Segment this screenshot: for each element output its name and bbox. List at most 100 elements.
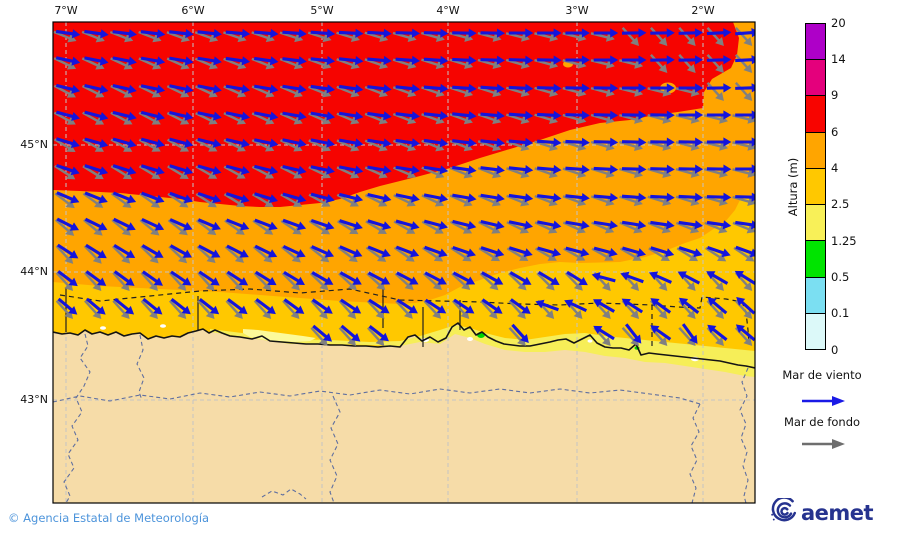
wind-sea-arrow: [650, 325, 672, 341]
wind-sea-arrow: [734, 270, 755, 286]
colorbar-tick-label: 6: [831, 124, 839, 139]
wind-sea-arrow: [706, 28, 732, 38]
wind-sea-arrow: [84, 191, 108, 204]
wind-sea-arrow: [452, 193, 477, 203]
wind-sea-arrow: [423, 165, 449, 175]
wind-sea-arrow: [565, 220, 590, 230]
wind-sea-arrow: [112, 110, 137, 121]
colorbar-title: Altura (m): [786, 157, 800, 217]
wind-sea-arrow: [367, 138, 392, 148]
swell-arrow: [450, 247, 472, 262]
swell-arrow: [706, 300, 724, 320]
wind-sea-arrow: [565, 137, 590, 147]
wind-sea-arrow: [508, 165, 534, 175]
wind-sea-arrow: [564, 299, 588, 313]
wind-sea-arrow: [480, 83, 505, 93]
colorbar-segment: [806, 95, 825, 132]
wind-sea-arrow: [55, 29, 81, 39]
longitude-tick-label: 4°W: [436, 4, 460, 17]
colorbar-segment: [806, 312, 825, 349]
wind-sea-arrow: [395, 84, 421, 94]
wind-sea-arrow: [650, 28, 675, 38]
wind-sea-arrow: [650, 83, 675, 93]
wind-sea-arrow: [625, 323, 642, 344]
wind-sea-arrow: [650, 298, 672, 314]
wind-sea-arrow: [735, 164, 755, 174]
swell-arrow: [734, 300, 753, 320]
colorbar-segment: [806, 276, 825, 313]
wind-sea-arrow: [621, 246, 646, 257]
wind-sea-arrow: [338, 165, 364, 175]
wind-sea-arrow: [424, 298, 447, 314]
wind-sea-arrow: [112, 29, 137, 39]
colorbar-tick-label: 0: [831, 342, 839, 357]
wind-sea-arrow: [197, 218, 221, 231]
colorbar-tick-label: 2.5: [831, 197, 850, 212]
wind-sea-arrow: [593, 246, 618, 257]
wind-sea-arrow: [197, 191, 222, 204]
wind-sea-arrow: [169, 84, 194, 94]
wind-sea-arrow: [141, 217, 165, 231]
wind-sea-arrow: [452, 138, 477, 148]
wind-sea-arrow: [622, 83, 647, 93]
wind-sea-arrow: [678, 220, 703, 230]
wind-sea-arrow: [310, 138, 335, 148]
wind-sea-arrow: [141, 244, 164, 258]
wind-sea-arrow: [338, 84, 364, 94]
wind-sea-arrow: [480, 220, 505, 230]
wind-sea-arrow: [735, 324, 755, 342]
province-border: [261, 488, 307, 500]
swell-arrow: [139, 192, 160, 208]
wind-sea-arrow: [621, 137, 647, 147]
wind-sea-arrow: [253, 84, 279, 94]
wind-sea-arrow: [481, 271, 504, 285]
wind-sea-arrow: [367, 55, 392, 66]
wind-sea-arrow: [452, 245, 476, 258]
sea-region-1p25-2p5m: [210, 325, 755, 377]
wind-sea-arrow: [395, 28, 421, 38]
colorbar-tick-label: 4: [831, 160, 839, 175]
swell-arrow: [167, 219, 188, 236]
wind-sea-arrow: [509, 271, 532, 285]
wind-sea-arrow: [706, 110, 732, 120]
wind-sea-arrow: [225, 84, 251, 94]
wind-sea-arrow: [735, 110, 755, 120]
wind-sea-arrow: [706, 137, 732, 147]
wind-sea-arrow: [113, 244, 136, 258]
wind-sea-arrow: [225, 138, 250, 148]
wind-sea-arrow: [310, 84, 336, 94]
wind-sea-arrow: [621, 164, 647, 174]
wind-sea-arrow: [678, 164, 704, 174]
swell-arrow: [82, 192, 104, 208]
wind-sea-arrow: [593, 28, 619, 38]
wind-sea-arrow: [367, 245, 391, 258]
colorbar-segment: [806, 240, 825, 277]
wind-sea-arrow: [310, 111, 335, 121]
wind-sea-arrow: [535, 299, 559, 312]
wind-sea-arrow: [84, 29, 109, 39]
wind-sea-arrow: [84, 56, 109, 66]
wind-sea-arrow: [537, 271, 560, 285]
wind-sea-arrow: [282, 192, 307, 203]
wind-sea-arrow: [395, 138, 420, 148]
wind-sea-arrow: [678, 297, 700, 314]
wind-sea-arrow: [593, 137, 619, 147]
colorbar-tick-label: 0.5: [831, 269, 850, 284]
wind-sea-arrow: [367, 111, 392, 121]
wind-sea-arrow: [537, 246, 562, 257]
wind-sea-arrow: [310, 56, 336, 66]
wind-sea-arrow: [283, 298, 305, 314]
wind-sea-arrow: [706, 271, 729, 285]
wind-sea-arrow: [226, 218, 250, 231]
zone-boundary-dashed: [651, 296, 750, 345]
aemet-logo: aemet: [770, 498, 874, 526]
wind-sea-arrow: [56, 137, 80, 149]
swell-arrow: [54, 218, 75, 236]
wind-sea-arrow: [112, 137, 137, 148]
wind-sea-arrow: [142, 270, 163, 286]
wind-sea-arrow: [423, 55, 449, 65]
wind-sea-arrow: [735, 192, 755, 202]
swell-arrow: [224, 219, 245, 235]
province-border: [63, 333, 91, 503]
wind-sea-arrow: [84, 164, 109, 176]
